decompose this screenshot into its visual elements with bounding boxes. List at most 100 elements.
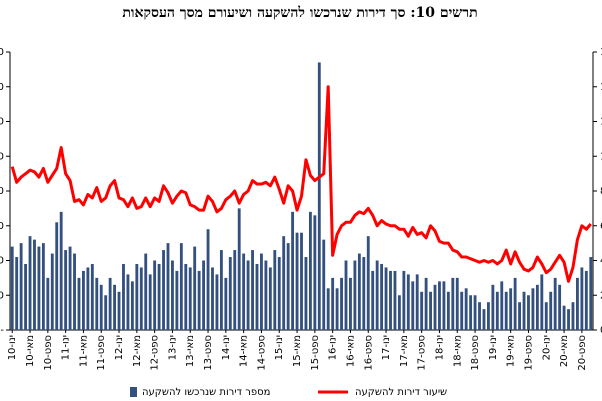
bar	[64, 250, 68, 330]
bar	[420, 291, 424, 330]
bar	[491, 284, 495, 330]
bar	[68, 246, 72, 330]
bar	[291, 211, 295, 330]
y-tick-label: -	[0, 325, 4, 336]
bar	[184, 263, 188, 330]
x-tick-label: ינו-11	[61, 335, 72, 360]
bar	[175, 270, 179, 330]
x-tick-label: מאי-11	[78, 335, 89, 367]
bar	[353, 260, 357, 330]
bar	[558, 284, 562, 330]
bar	[344, 260, 348, 330]
bar	[211, 267, 214, 330]
bar	[317, 62, 321, 331]
bar	[251, 250, 254, 330]
y-tick-label: 3000	[0, 221, 4, 232]
bar	[15, 257, 19, 330]
bar	[478, 302, 481, 330]
bar	[242, 253, 246, 330]
y2-tick-label: 14	[600, 82, 602, 93]
bar	[126, 274, 130, 330]
bar	[535, 284, 539, 330]
bar	[424, 277, 428, 330]
x-tick-label: מאי-19	[506, 335, 517, 367]
y-tick-label: 6000	[0, 117, 4, 128]
legend-label: מספר דירות שנרכשו להשקעה	[142, 387, 270, 398]
bar	[10, 246, 14, 330]
bar	[397, 295, 401, 330]
x-tick-label: ינו-20	[541, 335, 552, 360]
bar	[553, 277, 557, 330]
bar	[179, 243, 183, 330]
bar	[486, 302, 490, 330]
bar	[411, 281, 415, 330]
y-tick-label: 4000	[0, 186, 4, 197]
bar	[349, 277, 352, 330]
y-tick-label: 2000	[0, 256, 4, 267]
bar	[237, 208, 241, 330]
x-tick-label: ינו-16	[328, 335, 339, 360]
bar	[122, 263, 125, 330]
bar	[144, 253, 148, 330]
bar	[562, 305, 566, 330]
x-tick-label: ספט-11	[96, 335, 107, 371]
bar	[24, 263, 28, 330]
bar	[518, 302, 521, 330]
bar	[260, 253, 263, 330]
legend-label: שיעור דירות להשקעה	[355, 387, 447, 398]
bar	[77, 277, 81, 330]
bar	[335, 288, 339, 330]
x-tick-label: מאי-18	[452, 335, 463, 367]
bar	[19, 243, 23, 330]
bar	[406, 274, 410, 330]
bar	[219, 250, 223, 330]
x-tick-label: ינו-18	[434, 335, 445, 360]
bar	[282, 236, 286, 330]
x-tick-label: ספט-13	[203, 335, 214, 371]
bar	[268, 267, 272, 330]
bar	[104, 295, 108, 330]
bar	[162, 250, 165, 330]
bar	[331, 277, 335, 330]
bar	[544, 302, 548, 330]
bar	[308, 211, 312, 330]
x-tick-label: מאי-20	[559, 335, 570, 367]
x-tick-label: ספט-10	[43, 335, 54, 371]
bar	[108, 277, 112, 330]
y2-tick-label: 8	[600, 186, 602, 197]
bar	[371, 270, 375, 330]
bar	[513, 277, 517, 330]
bar	[433, 284, 437, 330]
x-tick-label: ספט-12	[150, 335, 161, 371]
y-tick-label: 5000	[0, 151, 4, 162]
x-tick-label: מאי-14	[239, 335, 250, 367]
bar	[313, 215, 317, 330]
bar	[509, 288, 513, 330]
y2-tick-label: 12	[600, 117, 602, 128]
bar	[41, 243, 45, 330]
x-tick-label: ינו-13	[167, 335, 178, 360]
bar	[153, 260, 157, 330]
bar	[567, 309, 570, 330]
x-tick-label: ינו-14	[221, 335, 232, 360]
x-tick-label: ספט-18	[470, 335, 481, 371]
bar	[455, 277, 459, 330]
bar	[326, 288, 330, 330]
bar	[206, 229, 210, 330]
bar	[166, 243, 170, 330]
bar	[446, 291, 450, 330]
bar	[171, 260, 174, 330]
bar	[464, 288, 468, 330]
line	[10, 85, 592, 283]
bar	[224, 277, 228, 330]
bar	[575, 277, 579, 330]
bar	[255, 263, 259, 330]
bar	[286, 243, 290, 330]
x-tick-label: ינו-10	[7, 335, 18, 360]
bar	[202, 260, 206, 330]
bar	[584, 270, 588, 330]
x-tick-label: ספט-20	[577, 335, 588, 371]
bar	[135, 263, 139, 330]
bar	[188, 267, 192, 330]
y2-tick-label: 0	[600, 325, 602, 336]
